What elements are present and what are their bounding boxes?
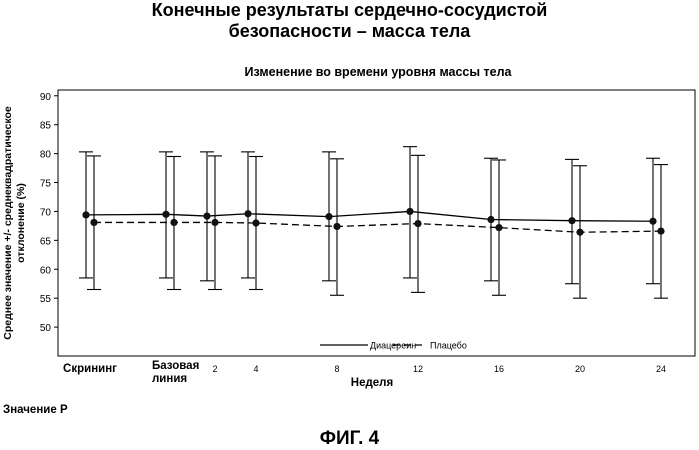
chart-svg: 50 55 60 65 70 75 80 85 90 Среднее значение +/- с… bbox=[0, 80, 699, 395]
category-label: 20 bbox=[575, 364, 585, 374]
series-line-1 bbox=[94, 222, 661, 232]
y-axis-label-line-2: отклонение (%) bbox=[15, 183, 27, 263]
data-point-1-7 bbox=[576, 229, 583, 236]
data-point-1-1 bbox=[170, 219, 177, 226]
data-point-1-8 bbox=[657, 227, 664, 234]
y-tick-label: 75 bbox=[40, 179, 52, 190]
data-point-0-7 bbox=[568, 217, 575, 224]
legend-label-series-1: Плацебо bbox=[430, 341, 467, 351]
x-axis-label: Неделя bbox=[351, 377, 393, 389]
figure-caption: ФИГ. 4 bbox=[0, 428, 699, 450]
category-label: 8 bbox=[334, 364, 339, 374]
data-point-0-4 bbox=[325, 213, 332, 220]
category-label: Базовая bbox=[152, 360, 199, 372]
y-tick-label: 60 bbox=[40, 265, 52, 276]
category-label: 24 bbox=[656, 364, 666, 374]
data-point-1-2 bbox=[211, 219, 218, 226]
y-tick-label: 80 bbox=[40, 150, 52, 161]
p-value-label: Значение Р bbox=[3, 404, 68, 416]
data-point-0-5 bbox=[406, 208, 413, 215]
data-point-0-6 bbox=[487, 216, 494, 223]
figure-title-line-1: Конечные результаты сердечно-сосудистой bbox=[0, 0, 699, 21]
data-point-0-1 bbox=[162, 211, 169, 218]
chart-title: Изменение во времени уровня массы тела bbox=[58, 65, 698, 79]
data-point-1-5 bbox=[414, 220, 421, 227]
y-tick-label: 50 bbox=[40, 323, 52, 334]
y-tick-label: 70 bbox=[40, 207, 52, 218]
data-point-1-4 bbox=[333, 223, 340, 230]
category-label: 2 bbox=[212, 364, 217, 374]
data-point-1-0 bbox=[90, 219, 97, 226]
category-label: 12 bbox=[413, 364, 423, 374]
data-point-0-8 bbox=[649, 218, 656, 225]
y-tick-label: 90 bbox=[40, 92, 52, 103]
series-line-0 bbox=[86, 211, 653, 221]
figure-title-line-2: безопасности – масса тела bbox=[0, 21, 699, 42]
data-point-1-3 bbox=[252, 219, 259, 226]
category-label: 4 bbox=[253, 364, 258, 374]
data-point-0-0 bbox=[82, 211, 89, 218]
category-label: 16 bbox=[494, 364, 504, 374]
data-point-0-3 bbox=[244, 210, 251, 217]
y-tick-label: 55 bbox=[40, 294, 52, 305]
y-axis-label-line-1: Среднее значение +/- среднеквадратическо… bbox=[2, 106, 14, 340]
category-label: линия bbox=[152, 373, 187, 385]
y-tick-label: 65 bbox=[40, 236, 52, 247]
data-point-0-2 bbox=[203, 212, 210, 219]
y-tick-label: 85 bbox=[40, 121, 52, 132]
category-label: Скрининг bbox=[63, 363, 117, 375]
data-point-1-6 bbox=[495, 224, 502, 231]
